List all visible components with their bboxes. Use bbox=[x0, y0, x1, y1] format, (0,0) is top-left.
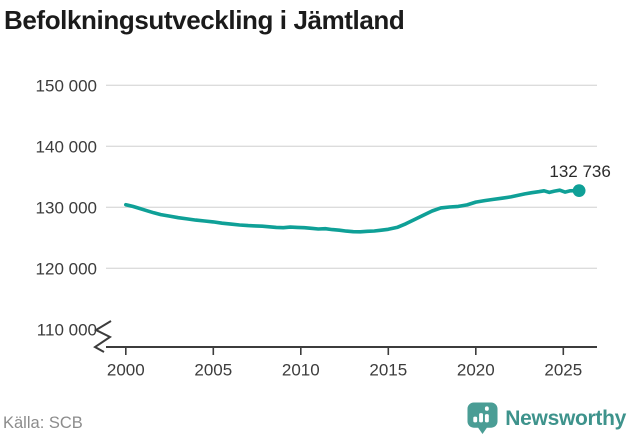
chart-title: Befolkningsutveckling i Jämtland bbox=[4, 5, 405, 35]
x-axis-label: 2025 bbox=[544, 361, 582, 380]
x-axis-label: 2015 bbox=[369, 361, 407, 380]
newsworthy-logo: Newsworthy bbox=[467, 402, 626, 435]
x-axis-label: 2000 bbox=[107, 361, 145, 380]
end-point-dot bbox=[572, 184, 586, 198]
y-axis-label: 110 000 bbox=[37, 320, 97, 339]
y-axis-label: 130 000 bbox=[36, 198, 97, 217]
source-label: Källa: SCB bbox=[3, 414, 83, 432]
y-axis-label: 150 000 bbox=[36, 76, 97, 95]
x-axis-label: 2005 bbox=[194, 361, 232, 380]
y-axis-label: 120 000 bbox=[36, 259, 97, 278]
newsworthy-wordmark: Newsworthy bbox=[505, 406, 626, 430]
bar-1 bbox=[473, 416, 478, 423]
bar-3 bbox=[485, 414, 490, 423]
newsworthy-pin-barchart-icon bbox=[467, 402, 498, 434]
x-axis-label: 2020 bbox=[457, 361, 495, 380]
axis-break-mark bbox=[93, 320, 112, 353]
population-line bbox=[124, 188, 581, 234]
end-value-label: 132 736 bbox=[549, 162, 610, 181]
exclamation-dot bbox=[485, 406, 490, 411]
x-axis-label: 2010 bbox=[282, 361, 320, 380]
bar-2 bbox=[479, 413, 484, 423]
y-axis-label: 140 000 bbox=[36, 137, 97, 156]
